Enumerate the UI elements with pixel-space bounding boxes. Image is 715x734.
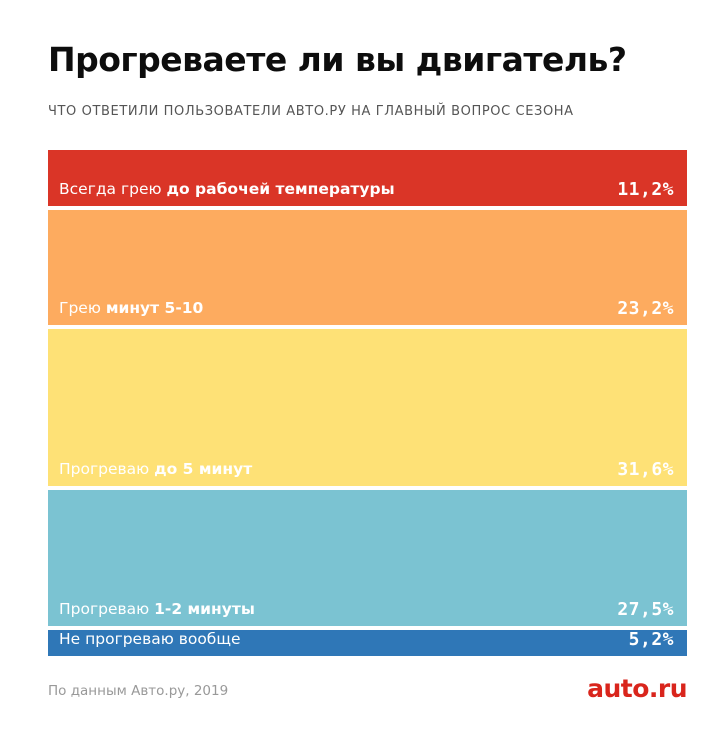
- source-note: По данным Авто.ру, 2019: [48, 683, 229, 699]
- bar-label-plain: Грею: [59, 298, 106, 317]
- bar-segment: Грею минут 5-10 23,2%: [48, 209, 687, 325]
- chart-title: Прогреваете ли вы двигатель?: [48, 40, 627, 79]
- bar-segment: Прогреваю 1-2 минуты 27,5%: [48, 489, 687, 627]
- bar-label-plain: Не прогреваю вообще: [59, 629, 241, 648]
- bar-value-label: 11,2%: [617, 178, 674, 200]
- bar-label-bold: минут 5-10: [105, 298, 204, 317]
- bar-label-bold: до рабочей температуры: [166, 179, 395, 198]
- bar-segment: Всегда грею до рабочей температуры 11,2%: [48, 150, 687, 206]
- bar-label-plain: Всегда грею: [59, 179, 167, 198]
- bar-label-bold: 1-2 минуты: [154, 600, 255, 619]
- stacked-bar-chart: Всегда грею до рабочей температуры 11,2% Г…: [48, 150, 687, 656]
- bar-value-label: 27,5%: [617, 599, 674, 621]
- chart-subtitle: ЧТО ОТВЕТИЛИ ПОЛЬЗОВАТЕЛИ АВТО.РУ НА ГЛА…: [48, 104, 574, 119]
- bar-label-plain: Прогреваю: [59, 459, 155, 478]
- bar-label-plain: Прогреваю: [59, 600, 155, 619]
- bar-value-label: 31,6%: [617, 458, 674, 480]
- auto-ru-logo: auto.ru: [587, 674, 687, 703]
- bar-label: Не прогреваю вообще: [59, 630, 241, 648]
- bar-label: Всегда грею до рабочей температуры: [59, 180, 395, 198]
- bar-label: Прогреваю до 5 минут: [59, 460, 252, 478]
- bar-label: Прогреваю 1-2 минуты: [59, 600, 255, 618]
- bar-label: Грею минут 5-10: [59, 299, 203, 317]
- bar-segment: Не прогреваю вообще 5,2%: [48, 628, 687, 656]
- bar-label-bold: до 5 минут: [154, 459, 253, 478]
- bar-value-label: 5,2%: [628, 628, 674, 650]
- bar-value-label: 23,2%: [617, 297, 674, 319]
- bar-segment: Прогреваю до 5 минут 31,6%: [48, 328, 687, 486]
